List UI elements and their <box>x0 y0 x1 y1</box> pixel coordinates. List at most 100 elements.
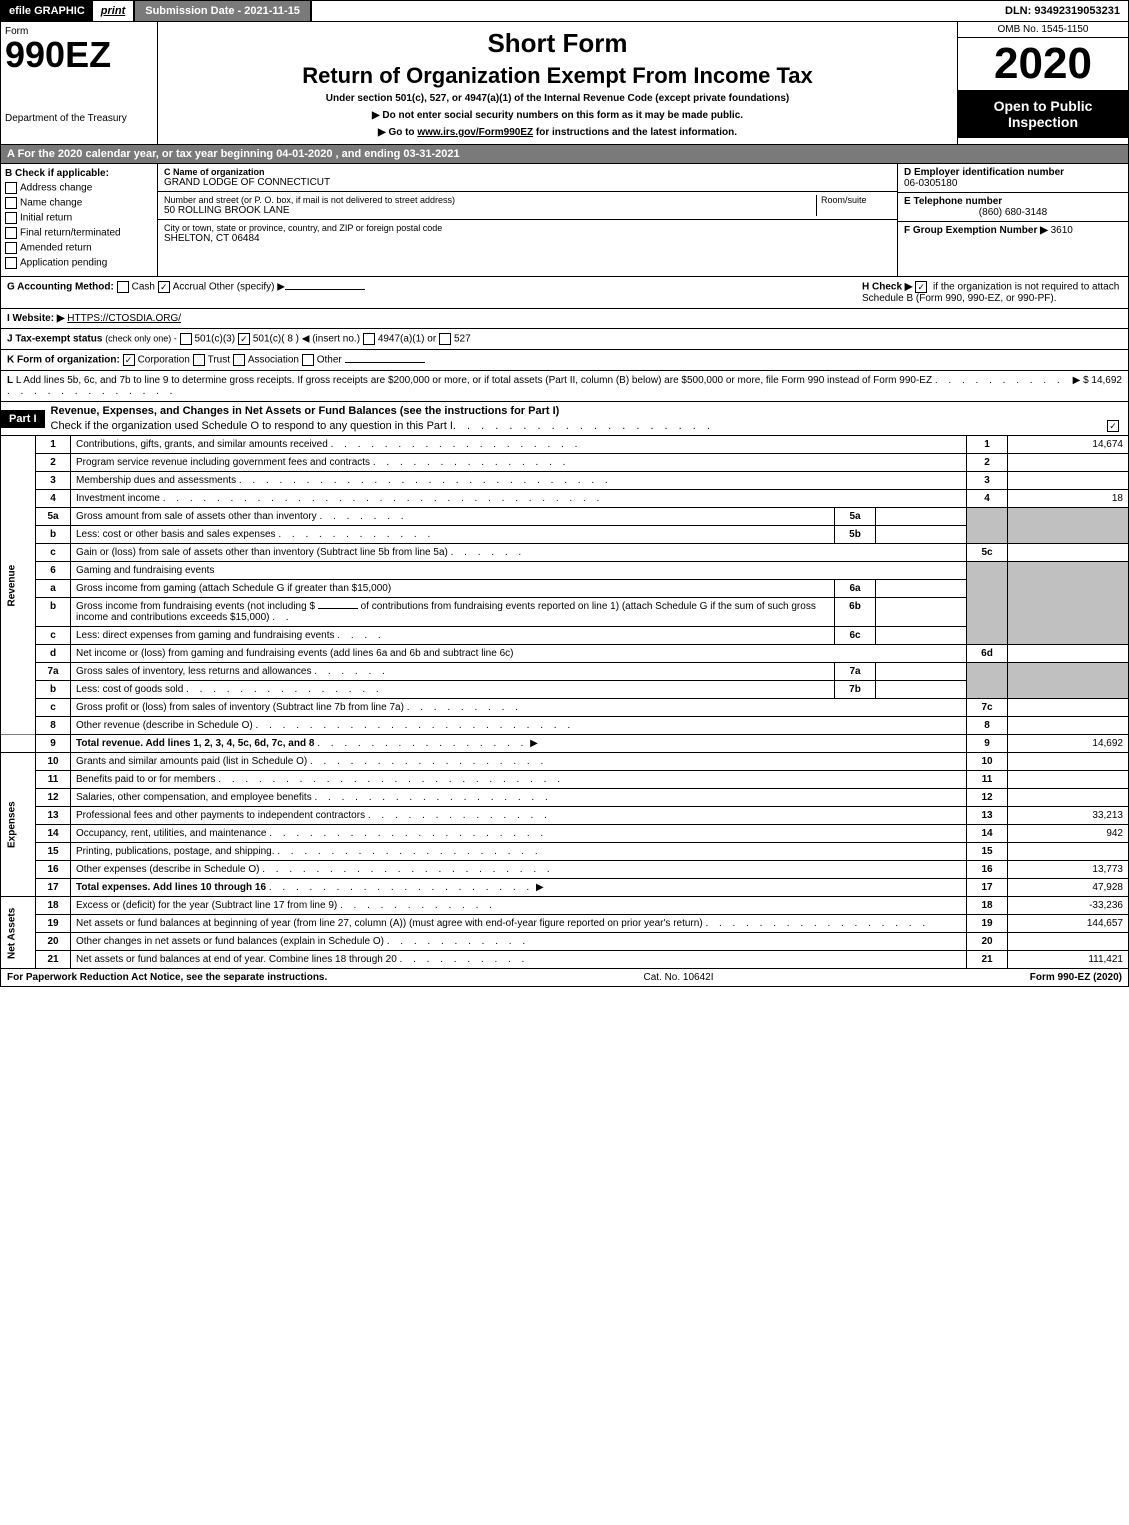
i-label: I Website: ▶ <box>7 313 65 324</box>
chk-trust[interactable] <box>193 354 205 366</box>
h-row: H Check ▶ ✓ if the organization is not r… <box>862 281 1122 304</box>
form-header: Form 990EZ Department of the Treasury Sh… <box>0 22 1129 145</box>
chk-accrual[interactable]: ✓ <box>158 281 170 293</box>
d-label: D Employer identification number <box>904 167 1064 178</box>
row-l: L L Add lines 5b, 6c, and 7b to line 9 t… <box>0 371 1129 402</box>
chk-name[interactable]: Name change <box>5 197 153 209</box>
l-val: ▶ $ 14,692 <box>1073 375 1122 397</box>
row-13-val: 33,213 <box>1008 807 1129 825</box>
row-16-val: 13,773 <box>1008 861 1129 879</box>
chk-4947[interactable] <box>363 333 375 345</box>
org-col: C Name of organization GRAND LODGE OF CO… <box>158 164 898 276</box>
chk-501c[interactable]: ✓ <box>238 333 250 345</box>
entity-box: B Check if applicable: Address change Na… <box>0 164 1129 277</box>
footer-right: Form 990-EZ (2020) <box>1030 972 1122 983</box>
goto-line: ▶ Go to www.irs.gov/Form990EZ for instru… <box>164 127 951 138</box>
street-val: 50 ROLLING BROOK LANE <box>164 205 816 216</box>
contrib-input[interactable] <box>318 608 358 609</box>
g-row: G Accounting Method: Cash ✓Accrual Other… <box>7 281 862 304</box>
chk-address[interactable]: Address change <box>5 182 153 194</box>
omb: OMB No. 1545-1150 <box>958 22 1128 38</box>
l-text: L Add lines 5b, 6c, and 7b to line 9 to … <box>16 375 932 386</box>
row-21-val: 111,421 <box>1008 951 1129 969</box>
part1-header: Part I Revenue, Expenses, and Changes in… <box>0 402 1129 436</box>
chk-corp[interactable]: ✓ <box>123 354 135 366</box>
group-row: F Group Exemption Number ▶ 3610 <box>898 222 1128 239</box>
chk-other[interactable] <box>302 354 314 366</box>
chk-cash[interactable] <box>117 281 129 293</box>
open-public: Open to Public Inspection <box>958 90 1128 138</box>
j-label: J Tax-exempt status <box>7 334 102 345</box>
org-name: GRAND LODGE OF CONNECTICUT <box>164 177 891 188</box>
part1-desc: Revenue, Expenses, and Changes in Net As… <box>45 402 1128 420</box>
other-input[interactable] <box>285 289 365 290</box>
other-org-input[interactable] <box>345 362 425 363</box>
row-18-val: -33,236 <box>1008 897 1129 915</box>
row-g-h: G Accounting Method: Cash ✓Accrual Other… <box>0 277 1129 309</box>
tax-year: 2020 <box>958 38 1128 90</box>
c-label: C Name of organization <box>164 167 265 177</box>
chk-assoc[interactable] <box>233 354 245 366</box>
row-17-val: 47,928 <box>1008 879 1129 897</box>
check-col: B Check if applicable: Address change Na… <box>1 164 158 276</box>
dept-treasury: Department of the Treasury <box>5 113 153 124</box>
part1-check-text: Check if the organization used Schedule … <box>51 420 453 432</box>
footer-left: For Paperwork Reduction Act Notice, see … <box>7 972 327 983</box>
chk-501c3[interactable] <box>180 333 192 345</box>
row-1-num: 1 <box>36 436 71 454</box>
footer-mid: Cat. No. 10642I <box>327 972 1029 983</box>
chk-h[interactable]: ✓ <box>915 281 927 293</box>
g-label: G Accounting Method: <box>7 282 114 293</box>
form-number: 990EZ <box>5 37 153 73</box>
row-19-val: 144,657 <box>1008 915 1129 933</box>
row-k: K Form of organization: ✓Corporation Tru… <box>0 350 1129 371</box>
chk-schedule-o[interactable]: ✓ <box>1107 420 1119 432</box>
print-link[interactable]: print <box>93 1 133 21</box>
city-val: SHELTON, CT 06484 <box>164 233 891 244</box>
other-label: Other (specify) ▶ <box>209 282 285 293</box>
irs-link[interactable]: www.irs.gov/Form990EZ <box>417 127 533 138</box>
row-1-val: 14,674 <box>1008 436 1129 454</box>
city-label: City or town, state or province, country… <box>164 223 891 233</box>
e-label: E Telephone number <box>904 196 1002 207</box>
h-label: H Check ▶ <box>862 282 912 293</box>
return-title: Return of Organization Exempt From Incom… <box>164 63 951 89</box>
part1-title: Part I <box>1 410 45 428</box>
row-j: J Tax-exempt status (check only one) - 5… <box>0 329 1129 350</box>
row-14-val: 942 <box>1008 825 1129 843</box>
short-form: Short Form <box>164 28 951 59</box>
group-val: 3610 <box>1051 225 1073 236</box>
room-label: Room/suite <box>821 195 891 205</box>
f-label: F Group Exemption Number ▶ <box>904 225 1048 236</box>
year-col: OMB No. 1545-1150 2020 Open to Public In… <box>958 22 1128 144</box>
chk-527[interactable] <box>439 333 451 345</box>
website-val[interactable]: HTTPS://CTOSDIA.ORG/ <box>67 313 181 324</box>
title-col: Short Form Return of Organization Exempt… <box>158 22 958 144</box>
chk-pending[interactable]: Application pending <box>5 257 153 269</box>
tax-year-bar: A For the 2020 calendar year, or tax yea… <box>0 145 1129 164</box>
org-name-row: C Name of organization GRAND LODGE OF CO… <box>158 164 897 192</box>
id-col: D Employer identification number 06-0305… <box>898 164 1128 276</box>
row-9-val: 14,692 <box>1008 735 1129 753</box>
top-bar: efile GRAPHIC print Submission Date - 20… <box>0 0 1129 22</box>
main-table: Revenue 1Contributions, gifts, grants, a… <box>0 436 1129 969</box>
b-label: B Check if applicable: <box>5 168 153 179</box>
phone-val: (860) 680-3148 <box>904 207 1122 218</box>
dln: DLN: 93492319053231 <box>997 1 1128 21</box>
org-street-row: Number and street (or P. O. box, if mail… <box>158 192 897 220</box>
chk-final[interactable]: Final return/terminated <box>5 227 153 239</box>
ein-row: D Employer identification number 06-0305… <box>898 164 1128 193</box>
under-section: Under section 501(c), 527, or 4947(a)(1)… <box>164 93 951 104</box>
warn-line: ▶ Do not enter social security numbers o… <box>164 110 951 121</box>
efile-label: efile GRAPHIC <box>1 1 93 21</box>
chk-amended[interactable]: Amended return <box>5 242 153 254</box>
form-id-col: Form 990EZ Department of the Treasury <box>1 22 158 144</box>
footer: For Paperwork Reduction Act Notice, see … <box>0 969 1129 987</box>
ein-val: 06-0305180 <box>904 178 957 189</box>
chk-initial[interactable]: Initial return <box>5 212 153 224</box>
street-label: Number and street (or P. O. box, if mail… <box>164 195 816 205</box>
org-city-row: City or town, state or province, country… <box>158 220 897 247</box>
revenue-label: Revenue <box>1 436 36 735</box>
row-i: I Website: ▶ HTTPS://CTOSDIA.ORG/ <box>0 309 1129 329</box>
row-4-val: 18 <box>1008 490 1129 508</box>
